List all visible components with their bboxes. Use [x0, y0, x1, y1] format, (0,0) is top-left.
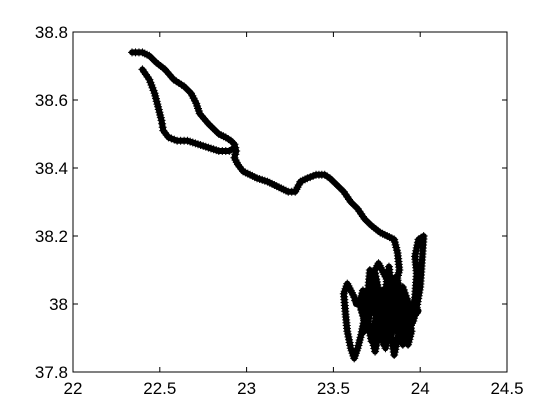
x-axis-ticks: 22 22.5 23 23.5 24 24.5 — [64, 32, 524, 398]
track-point — [227, 145, 236, 154]
y-tick-label: 38.8 — [35, 23, 68, 42]
y-tick-label: 38.4 — [35, 159, 68, 178]
axes-box — [72, 31, 508, 373]
track-point — [226, 136, 235, 145]
track-point — [212, 127, 221, 136]
y-tick-label: 38 — [49, 295, 68, 314]
track-point — [350, 293, 359, 302]
x-tick-label: 24 — [411, 379, 430, 398]
track-point — [204, 119, 213, 128]
track-point — [208, 123, 217, 132]
x-tick-label: 23 — [237, 379, 256, 398]
plot-area — [73, 32, 507, 372]
y-axis-ticks: 37.8 38 38.2 38.4 38.6 38.8 — [35, 23, 507, 382]
y-tick-label: 37.8 — [35, 363, 68, 382]
track-point — [158, 119, 167, 128]
x-tick-label: 24.5 — [490, 379, 523, 398]
y-tick-label: 38.6 — [35, 91, 68, 110]
track-point — [210, 125, 219, 134]
track-point — [412, 309, 421, 318]
track-point — [206, 121, 215, 130]
y-tick-label: 38.2 — [35, 227, 68, 246]
track-point — [157, 116, 166, 125]
track-point — [158, 123, 167, 132]
track-point — [294, 181, 303, 189]
x-tick-label: 23.5 — [317, 379, 350, 398]
x-tick-label: 22.5 — [143, 379, 176, 398]
series-layer — [128, 48, 428, 363]
x-tick-label: 22 — [64, 379, 83, 398]
